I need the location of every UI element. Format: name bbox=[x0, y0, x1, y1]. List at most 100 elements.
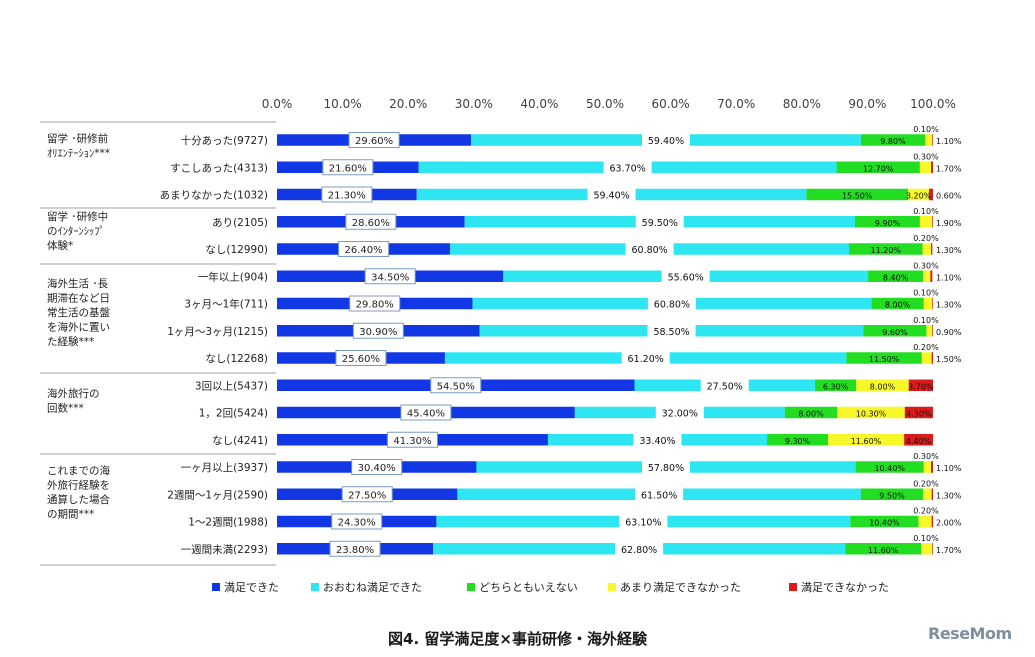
x-tick-label: 100.0% bbox=[910, 97, 956, 111]
value-label: 10.30% bbox=[856, 410, 887, 419]
value-label: 1.10% bbox=[936, 273, 962, 282]
category-label: 3回以上(5437) bbox=[195, 380, 268, 392]
bar-segment bbox=[908, 379, 933, 391]
value-label-bg bbox=[633, 432, 682, 447]
x-tick-label: 10.0% bbox=[324, 97, 362, 111]
value-label: 8.00% bbox=[885, 301, 911, 310]
value-label-box bbox=[321, 186, 373, 203]
x-tick-label: 20.0% bbox=[389, 97, 427, 111]
value-label: 9.90% bbox=[875, 219, 901, 228]
value-label-bg bbox=[615, 541, 664, 556]
bar-segment bbox=[932, 134, 933, 146]
bar-segment bbox=[918, 515, 932, 528]
bar-segment bbox=[868, 270, 924, 282]
bar-segment bbox=[908, 188, 930, 201]
value-label-bg bbox=[655, 405, 704, 420]
legend-swatch bbox=[212, 583, 220, 591]
group-label: これまでの海 bbox=[47, 464, 110, 477]
value-label-box bbox=[341, 486, 393, 503]
value-label: 0.10% bbox=[913, 289, 939, 298]
category-label: 一年以上(904) bbox=[198, 270, 268, 283]
bar-segment bbox=[931, 461, 933, 473]
value-label: 0.10% bbox=[913, 125, 939, 134]
figure-caption: 図4. 留学満足度×事前研修・海外経験 bbox=[388, 630, 647, 648]
value-label: 1.50% bbox=[936, 355, 962, 364]
value-label: 60.80% bbox=[654, 300, 690, 311]
value-label: 59.50% bbox=[642, 218, 678, 229]
value-label: 1.90% bbox=[936, 219, 962, 228]
value-label: 23.80% bbox=[336, 545, 374, 556]
bar-segment bbox=[850, 515, 919, 528]
group-label: 常生活の基盤 bbox=[47, 306, 110, 319]
bar-segment bbox=[855, 461, 924, 473]
category-label: 1，2回(5424) bbox=[199, 408, 268, 420]
value-label: 61.50% bbox=[641, 490, 677, 501]
value-label: 0.30% bbox=[913, 152, 939, 161]
value-label: 24.30% bbox=[338, 518, 376, 529]
bar-rows: 十分あった(9727) 29.60% 59.40% 9.80% 0.10% 1.10% すこ… bbox=[160, 125, 962, 557]
value-label: 9.50% bbox=[879, 491, 905, 500]
category-label: なし(12990) bbox=[205, 244, 268, 256]
group-label: 回数*** bbox=[47, 402, 84, 415]
value-label-bg bbox=[625, 242, 674, 256]
value-label-box bbox=[386, 431, 438, 448]
legend-swatch bbox=[789, 583, 797, 591]
value-label: 6.30% bbox=[823, 382, 849, 391]
value-label: 30.40% bbox=[358, 463, 396, 474]
category-label: 1ヶ月～3ヶ月(1215) bbox=[167, 326, 268, 338]
bar-segment bbox=[932, 297, 933, 310]
category-label: 3ヶ月～1年(711) bbox=[184, 298, 268, 311]
bar-segment bbox=[921, 543, 933, 555]
axis-ticks: 0.0% 10.0% 20.0% 30.0% 40.0% 50.0% 60.0% 70.0% 8… bbox=[262, 97, 956, 111]
value-label: 11.50% bbox=[869, 355, 900, 364]
legend-label: 満足できた bbox=[224, 581, 279, 594]
bar-segment bbox=[860, 488, 924, 500]
bar-segment bbox=[931, 488, 933, 500]
category-label: あまりなかった(1032) bbox=[160, 190, 268, 202]
value-label: 0.20% bbox=[913, 234, 939, 243]
bar-segment bbox=[845, 543, 922, 555]
value-label: 62.80% bbox=[621, 545, 657, 556]
value-label: 2.00% bbox=[936, 519, 962, 528]
bar-segment bbox=[806, 188, 909, 201]
bar-segment bbox=[931, 352, 933, 364]
value-label: 58.50% bbox=[653, 327, 689, 338]
bar-segment bbox=[932, 543, 933, 555]
value-label: 10.40% bbox=[874, 464, 905, 473]
value-label-bg bbox=[661, 269, 710, 284]
x-tick-label: 70.0% bbox=[717, 97, 755, 111]
category-label: 1～2週間(1988) bbox=[188, 517, 268, 529]
bar-segment bbox=[846, 352, 922, 364]
group-label: のｲﾝﾀｰﾝｼｯﾌﾟ bbox=[47, 226, 105, 238]
value-label: 3.20% bbox=[906, 192, 932, 201]
value-label: 28.60% bbox=[352, 218, 390, 229]
group-label: 期滞在など日 bbox=[47, 293, 110, 305]
value-label-bg bbox=[603, 160, 652, 175]
value-label: 59.40% bbox=[648, 136, 684, 147]
value-label: 25.60% bbox=[342, 354, 380, 365]
legend-swatch bbox=[608, 583, 616, 591]
value-label-bg bbox=[621, 351, 670, 365]
value-label-box bbox=[329, 540, 381, 557]
value-label-bg bbox=[642, 133, 691, 147]
value-label: 12.70% bbox=[863, 164, 894, 173]
value-label: 63.10% bbox=[625, 518, 661, 529]
value-label-bg bbox=[647, 323, 696, 338]
legend-swatch bbox=[311, 583, 319, 591]
bar-segment bbox=[904, 434, 933, 446]
value-label: 0.20% bbox=[913, 507, 939, 516]
bar-segment bbox=[837, 406, 905, 419]
value-label-box bbox=[345, 213, 397, 230]
legend-label: おおむね満足できた bbox=[323, 581, 422, 594]
value-label: 0.10% bbox=[913, 316, 939, 325]
value-label: 0.90% bbox=[936, 328, 962, 337]
value-label: 33.40% bbox=[639, 436, 675, 447]
group-label: を海外に置い bbox=[47, 321, 110, 334]
value-label: 34.50% bbox=[371, 272, 409, 283]
bar-segment bbox=[923, 488, 932, 500]
category-label: 2週間～1ヶ月(2590) bbox=[167, 489, 268, 501]
bar-segment bbox=[828, 434, 905, 446]
value-label-box bbox=[348, 132, 400, 148]
category-label: 十分あった(9727) bbox=[181, 134, 268, 147]
category-label: あり(2105) bbox=[212, 217, 268, 229]
